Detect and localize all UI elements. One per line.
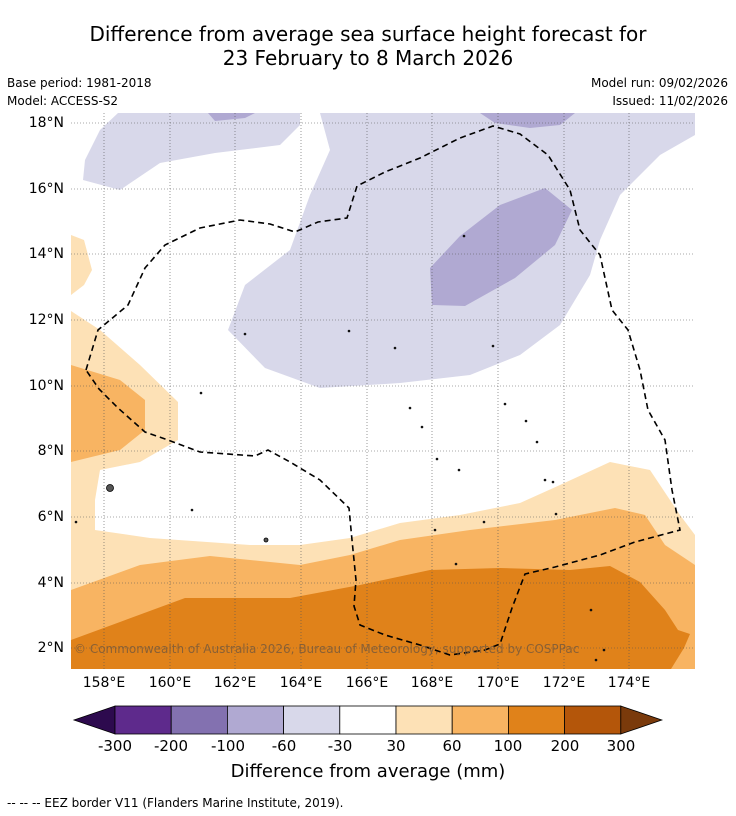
island-speck <box>482 520 486 524</box>
island-speck <box>433 528 437 532</box>
lon-tick: 172°E <box>542 675 586 691</box>
colorbar-bin <box>339 705 397 735</box>
lat-tick: 4°N <box>37 575 64 591</box>
island-speck <box>243 332 247 336</box>
colorbar-tick: -300 <box>97 737 133 755</box>
colorbar-bin <box>114 705 172 735</box>
colorbar-tick: 60 <box>442 737 462 755</box>
island-speck <box>462 234 466 238</box>
island-kosrae <box>263 537 269 543</box>
island-speck <box>594 658 598 662</box>
lon-tick: 160°E <box>148 675 192 691</box>
map-title: Difference from average sea surface heig… <box>0 22 736 70</box>
colorbar-tick: -200 <box>153 737 189 755</box>
title-line-1: Difference from average sea surface heig… <box>89 22 647 46</box>
lon-tick: 174°E <box>607 675 651 691</box>
lon-tick: 158°E <box>82 675 126 691</box>
lat-tick: 16°N <box>28 181 64 197</box>
island-speck <box>408 406 412 410</box>
island-speck <box>602 648 606 652</box>
lon-tick: 168°E <box>410 675 454 691</box>
colorbar-tick: -100 <box>210 737 246 755</box>
lat-tick: 18°N <box>28 115 64 131</box>
island-speck <box>393 346 397 350</box>
island-speck <box>491 344 495 348</box>
colorbar-bin <box>226 705 284 735</box>
meta-left: Base period: 1981-2018 Model: ACCESS-S2 <box>7 74 152 110</box>
island-speck <box>347 329 351 333</box>
contour-minus60-central <box>430 188 572 306</box>
island-speck <box>435 457 439 461</box>
contour-plus30-west-sliver <box>71 235 92 295</box>
contour-plus100 <box>71 566 690 669</box>
colorbar-tick: 100 <box>493 737 523 755</box>
lat-tick: 12°N <box>28 312 64 328</box>
island-speck <box>420 425 424 429</box>
colorbar-tick: -60 <box>271 737 297 755</box>
island-pohnpei <box>106 484 114 492</box>
lon-tick: 164°E <box>279 675 323 691</box>
colorbar-extend-high <box>620 705 664 735</box>
lat-tick: 14°N <box>28 246 64 262</box>
island-speck <box>190 508 194 512</box>
lat-tick: 6°N <box>37 509 64 525</box>
eez-border <box>85 125 681 656</box>
colorbar-bin <box>564 705 622 735</box>
island-speck <box>543 478 547 482</box>
colorbar-extend-low <box>72 705 116 735</box>
island-speck <box>551 480 555 484</box>
colorbar-tick: 200 <box>550 737 580 755</box>
colorbar-tick: -30 <box>327 737 353 755</box>
colorbar-bin <box>395 705 453 735</box>
graticule <box>71 113 695 669</box>
colorbar-bin <box>507 705 565 735</box>
island-speck <box>554 512 558 516</box>
colorbar-label: Difference from average (mm) <box>230 761 506 782</box>
lon-tick: 170°E <box>476 675 520 691</box>
title-line-2: 23 February to 8 March 2026 <box>222 46 514 70</box>
base-period: Base period: 1981-2018 <box>7 76 152 90</box>
island-speck <box>454 562 458 566</box>
islands <box>74 234 606 662</box>
lat-tick: 8°N <box>37 443 64 459</box>
model-name: Model: ACCESS-S2 <box>7 94 119 108</box>
lat-tick: 10°N <box>28 378 64 394</box>
colorbar-tick: 30 <box>386 737 406 755</box>
lon-tick: 162°E <box>213 675 257 691</box>
island-speck <box>199 391 203 395</box>
lat-tick: 2°N <box>37 640 64 656</box>
island-speck <box>524 419 528 423</box>
island-speck <box>589 608 593 612</box>
island-speck <box>503 402 507 406</box>
meta-right: Model run: 09/02/2026 Issued: 11/02/2026 <box>591 74 728 110</box>
island-speck <box>74 520 78 524</box>
colorbar-bin <box>283 705 341 735</box>
issued-date: Issued: 11/02/2026 <box>612 94 728 108</box>
colorbar <box>72 705 664 735</box>
contour-fills <box>71 113 695 669</box>
island-speck <box>457 468 461 472</box>
colorbar-tick: 300 <box>606 737 636 755</box>
model-run: Model run: 09/02/2026 <box>590 76 728 90</box>
eez-footnote: -- -- -- EEZ border V11 (Flanders Marine… <box>7 796 344 810</box>
island-speck <box>535 440 539 444</box>
contour-minus60-northwest <box>208 113 255 121</box>
copyright-notice: © Commonwealth of Australia 2026, Bureau… <box>74 642 579 656</box>
contour-minus30-north <box>83 113 300 190</box>
contour-minus60-northeast <box>480 113 575 128</box>
lon-tick: 166°E <box>345 675 389 691</box>
colorbar-bin <box>170 705 228 735</box>
colorbar-bin <box>451 705 509 735</box>
